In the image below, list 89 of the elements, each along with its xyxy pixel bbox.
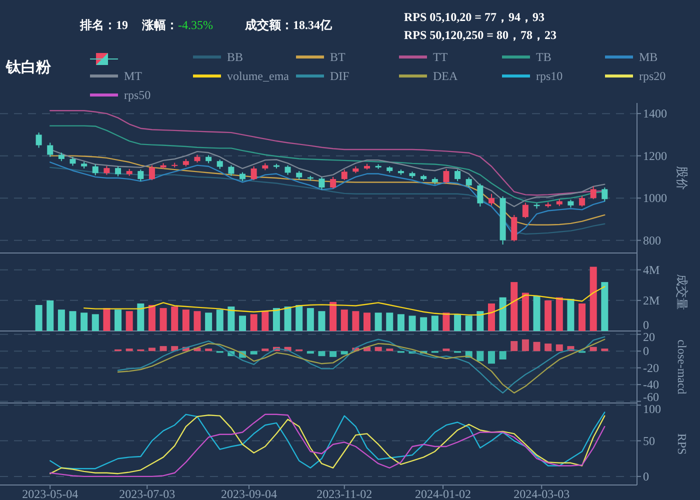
bar (205, 348, 212, 352)
y-axis-title: close-macd (675, 340, 689, 394)
x-tick-label: 2023-09-04 (220, 487, 277, 500)
x-tick-label: 2024-03-03 (514, 487, 570, 500)
bar (476, 351, 484, 362)
bar (556, 344, 563, 352)
y-tick-label: 1200 (643, 148, 667, 163)
candlestick (511, 214, 518, 242)
y-axis-title: RPS (675, 433, 689, 455)
x-tick-label: 2023-11-02 (316, 487, 372, 500)
legend-label: MT (124, 69, 143, 83)
y-tick-label: 0 (643, 344, 649, 358)
y-tick-label: 1000 (643, 191, 667, 206)
legend-label: rps10 (536, 69, 563, 83)
candlestick (443, 168, 450, 184)
y-tick-label: 20 (643, 330, 655, 344)
bar (442, 348, 450, 352)
text: RPS 05,10,20 = 77，94，93 (404, 10, 545, 24)
candlestick (330, 176, 336, 190)
chart-title: 钛白粉 (5, 58, 52, 76)
legend-label: rps20 (639, 69, 666, 83)
candlestick (250, 166, 257, 181)
candlestick (318, 176, 325, 190)
legend-label: volume_ema (227, 69, 290, 83)
candlestick (488, 193, 494, 206)
y-tick-label: -60 (643, 390, 659, 404)
y-tick-label: 4M (643, 262, 660, 277)
legend-label: BT (330, 50, 346, 64)
bar (522, 339, 529, 352)
candlestick (228, 164, 234, 176)
candlestick (148, 164, 155, 181)
bar (499, 351, 506, 360)
bar (160, 346, 167, 352)
bar (250, 351, 258, 354)
text: 排名：19 (79, 18, 128, 32)
y-tick-label: -20 (643, 360, 659, 375)
candlestick (341, 169, 348, 181)
y-tick-label: 100 (643, 402, 661, 416)
legend-label: TT (433, 50, 448, 64)
candlestick (466, 176, 472, 188)
x-tick-label: 2024-01-02 (414, 487, 471, 500)
y-axis-title: 成交量 (675, 274, 689, 310)
candlestick (36, 132, 42, 148)
legend-label: TB (536, 50, 552, 64)
y-tick-label: 0 (643, 318, 649, 332)
legend-label: MB (639, 50, 658, 64)
bar (590, 346, 597, 352)
bar (533, 342, 540, 352)
y-tick-label: 1400 (643, 106, 667, 121)
bar (488, 351, 495, 364)
bar (386, 348, 394, 352)
legend-label: rps50 (124, 88, 151, 102)
candlestick (590, 186, 596, 200)
y-tick-label: -40 (643, 378, 659, 392)
bar (374, 346, 382, 352)
legend-label: BB (227, 50, 244, 64)
legend-label: DEA (433, 69, 458, 83)
bar (601, 348, 608, 352)
text: RPS 50,120,250 = 80，78，23 (404, 28, 557, 42)
bar (340, 351, 348, 354)
bar (306, 351, 314, 354)
bar (544, 344, 552, 352)
candlestick (522, 202, 528, 219)
y-tick-label: 0 (643, 469, 649, 484)
y-tick-label: 50 (643, 434, 655, 448)
bar (262, 348, 269, 352)
candlestick (454, 169, 461, 182)
text: 成交额：18.34亿 (244, 18, 333, 32)
y-tick-label: 800 (643, 233, 661, 248)
candlestick (115, 166, 122, 177)
legend-label: DIF (330, 69, 350, 83)
bar (510, 341, 518, 352)
candlestick (47, 142, 54, 158)
candlestick (216, 159, 223, 170)
candlestick (284, 164, 291, 176)
y-axis-title: 股价 (675, 166, 689, 190)
candlestick (602, 187, 608, 202)
candlestick (138, 169, 144, 182)
candlestick (579, 195, 586, 208)
bar (148, 348, 156, 352)
x-tick-label: 2023-05-04 (22, 487, 78, 500)
candlestick (477, 183, 484, 208)
bar (318, 351, 326, 356)
bar (330, 351, 337, 357)
text: 涨幅：-4.35% (141, 18, 213, 32)
bar (126, 348, 133, 352)
y-tick-label: 2M (643, 293, 660, 308)
candlestick (92, 164, 98, 176)
x-tick-label: 2023-07-03 (119, 487, 176, 500)
